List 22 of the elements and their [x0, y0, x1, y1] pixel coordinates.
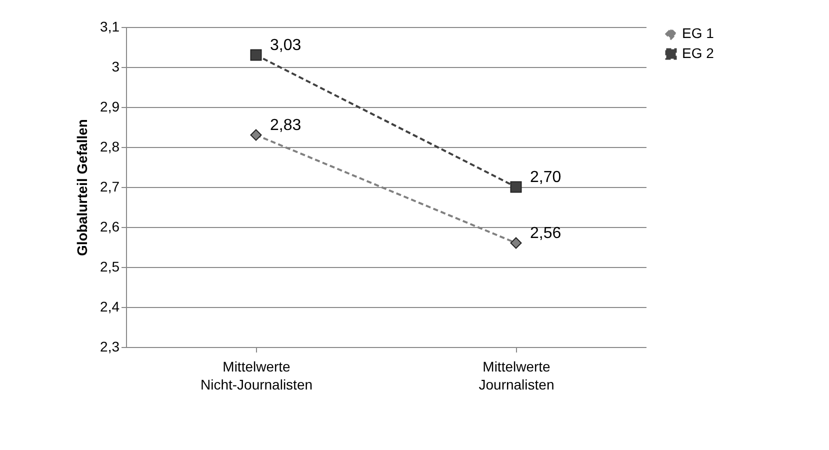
- y-tick-label: 2,8: [100, 138, 120, 154]
- y-tick-label: 2,4: [100, 298, 120, 314]
- x-tick-label: Mittelwerte Journalisten: [478, 358, 554, 392]
- legend-label: EG 2: [682, 45, 714, 61]
- y-tick-label: 2,6: [100, 218, 120, 234]
- y-tick-label: 2,9: [100, 98, 120, 114]
- y-tick-label: 2,7: [100, 178, 120, 194]
- y-tick-label: 3,1: [100, 18, 120, 34]
- point: [510, 237, 522, 249]
- x-tick-label: Mittelwerte Nicht-Journalisten: [200, 358, 313, 392]
- y-tick-label: 3: [112, 58, 120, 74]
- y-tick-label: 2,3: [100, 338, 120, 354]
- legend-label: EG 1: [682, 25, 714, 41]
- data-label: 2,83: [270, 117, 302, 134]
- data-label: 3,03: [270, 37, 302, 54]
- y-tick-label: 2,5: [100, 258, 120, 274]
- data-label: 2,70: [530, 169, 562, 186]
- y-axis-title: Globalurteil Gefallen: [74, 119, 90, 256]
- point: [510, 181, 522, 193]
- data-label: 2,56: [530, 225, 562, 242]
- point: [250, 49, 262, 61]
- point: [250, 129, 262, 141]
